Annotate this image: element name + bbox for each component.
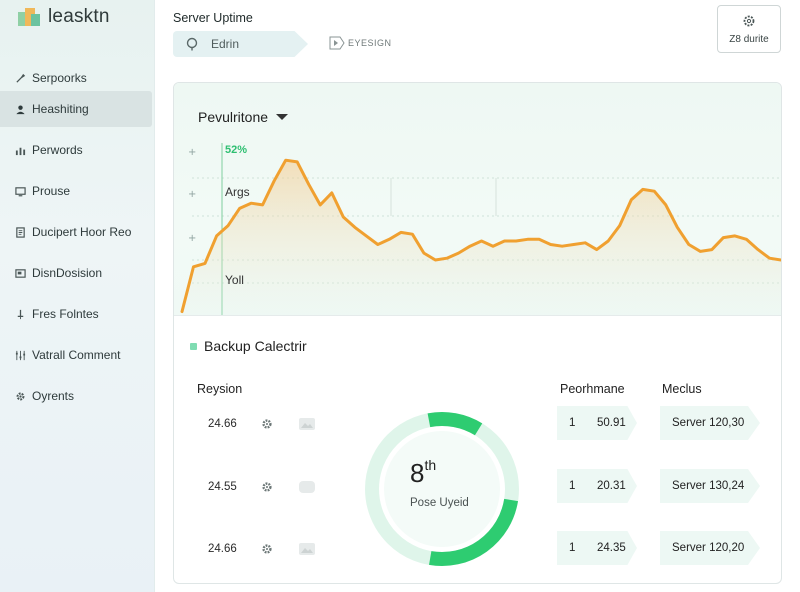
settings-sliders-icon bbox=[14, 349, 26, 361]
sidebar-item-oyrents[interactable]: Oyrents bbox=[0, 378, 152, 414]
image-thumbnail-icon[interactable] bbox=[298, 417, 316, 431]
window-icon bbox=[14, 267, 26, 279]
server-value: Server 120,20 bbox=[672, 542, 745, 554]
sidebar-item-label: Heashiting bbox=[32, 102, 89, 116]
gauge-value: 8th bbox=[410, 457, 437, 488]
gauge-center bbox=[384, 431, 500, 547]
location-pin-icon bbox=[186, 37, 198, 51]
sidebar-item-disndosision[interactable]: DisnDosision bbox=[0, 255, 152, 291]
user-icon bbox=[14, 103, 26, 115]
perf-pill-row-2: 1 20.31 bbox=[557, 469, 637, 503]
top-button-label: Z8 durite bbox=[729, 33, 769, 45]
chart-axis-marker: + bbox=[188, 233, 196, 244]
column-header-peorhmane: Peorhmane bbox=[560, 382, 625, 396]
row-1-value: 24.66 bbox=[208, 418, 237, 430]
sidebar-item-label: DisnDosision bbox=[32, 266, 103, 280]
tab-design[interactable]: EYESIGN bbox=[328, 35, 392, 51]
tab-edit-label: Edrin bbox=[211, 37, 240, 51]
chart-label-args: Args bbox=[225, 185, 250, 199]
image-thumbnail-icon[interactable] bbox=[298, 542, 316, 556]
chart-percent-label: 52% bbox=[225, 144, 248, 156]
sidebar: leasktn Serpoorks Heashiting Perwords Pr… bbox=[0, 0, 155, 592]
pin-icon bbox=[14, 308, 26, 320]
tab-design-label: EYESIGN bbox=[348, 38, 392, 48]
sidebar-item-label: Oyrents bbox=[32, 389, 75, 403]
chart-series-line bbox=[180, 158, 781, 314]
row-2-value: 24.55 bbox=[208, 481, 237, 493]
logo-icon bbox=[18, 6, 40, 28]
gear-icon[interactable] bbox=[261, 481, 273, 493]
perf-pill-row-3: 1 24.35 bbox=[557, 531, 637, 565]
gear-icon[interactable] bbox=[261, 418, 273, 430]
monitor-icon bbox=[14, 185, 26, 197]
server-pill-row-3[interactable]: Server 120,20 bbox=[660, 531, 760, 565]
gauge-fill-top bbox=[427, 411, 483, 436]
perf-b-value: 20.31 bbox=[597, 480, 626, 492]
server-pill-row-2[interactable]: Server 130,24 bbox=[660, 469, 760, 503]
top-right-button[interactable]: Z8 durite bbox=[717, 5, 781, 53]
gauge-ring bbox=[365, 411, 519, 566]
sidebar-item-perwords[interactable]: Perwords bbox=[0, 132, 152, 168]
sidebar-item-label: Serpoorks bbox=[32, 71, 87, 85]
sidebar-item-serpoorks[interactable]: Serpoorks bbox=[0, 60, 152, 96]
section-marker-icon bbox=[190, 342, 197, 350]
perf-a-value: 1 bbox=[569, 542, 576, 554]
app-logo[interactable]: leasktn bbox=[18, 6, 110, 28]
backup-section-title: Backup Calectrir bbox=[190, 338, 307, 354]
chart-canvas: + + + bbox=[180, 143, 781, 315]
chart-icon bbox=[14, 144, 26, 156]
sidebar-item-prouse[interactable]: Prouse bbox=[0, 173, 152, 209]
perf-b-value: 24.35 bbox=[597, 542, 626, 554]
chart-label-yoll: Yoll bbox=[225, 273, 244, 287]
chevron-down-icon bbox=[276, 114, 289, 120]
main-card: + + + Pevulritone 52% Args Yoll Backup Cal… bbox=[173, 82, 782, 584]
chart-area-fill bbox=[182, 160, 781, 315]
gauge-label: Pose Uyeid bbox=[410, 497, 469, 509]
chart-axis-marker: + bbox=[188, 147, 196, 158]
settings-icon bbox=[743, 15, 755, 26]
server-value: Server 120,30 bbox=[672, 417, 745, 429]
section-divider bbox=[174, 315, 781, 316]
page-title: Server Uptime bbox=[173, 11, 253, 25]
perf-a-value: 1 bbox=[569, 417, 576, 429]
sidebar-item-ducipert-hoor-reo[interactable]: Ducipert Hoor Reo bbox=[0, 214, 152, 250]
server-pill-row-1[interactable]: Server 120,30 bbox=[660, 406, 760, 440]
play-tag-icon bbox=[329, 36, 345, 50]
server-value: Server 130,24 bbox=[672, 480, 745, 492]
perf-a-value: 1 bbox=[569, 480, 576, 492]
document-icon bbox=[14, 226, 26, 238]
gear-icon[interactable] bbox=[261, 543, 273, 555]
chart-title: Pevulritone bbox=[198, 109, 269, 125]
uptime-chart: + + + Pevulritone 52% Args Yoll bbox=[174, 83, 781, 315]
gauge-fill-right bbox=[429, 498, 519, 566]
sidebar-item-fres-folntes[interactable]: Fres Folntes bbox=[0, 296, 152, 332]
perf-b-value: 50.91 bbox=[597, 417, 626, 429]
sidebar-item-label: Perwords bbox=[32, 143, 83, 157]
sidebar-item-vatrall-comment[interactable]: Vatrall Comment bbox=[0, 337, 152, 373]
chart-title-dropdown[interactable]: Pevulritone bbox=[198, 109, 289, 125]
sidebar-item-label: Ducipert Hoor Reo bbox=[32, 225, 132, 239]
column-header-reysion: Reysion bbox=[197, 382, 243, 396]
sidebar-item-heashiting[interactable]: Heashiting bbox=[0, 91, 152, 127]
app-name: leasktn bbox=[48, 6, 110, 27]
column-header-meclus: Meclus bbox=[662, 382, 702, 396]
gear-icon bbox=[14, 390, 26, 402]
tab-edit[interactable]: Edrin bbox=[173, 31, 308, 57]
wrench-icon bbox=[14, 72, 26, 84]
sidebar-item-label: Vatrall Comment bbox=[32, 348, 121, 362]
backup-title: Backup Calectrir bbox=[204, 338, 307, 354]
chart-axis-marker: + bbox=[188, 189, 196, 200]
image-thumbnail-icon[interactable] bbox=[298, 480, 316, 494]
row-3-value: 24.66 bbox=[208, 543, 237, 555]
sidebar-item-label: Prouse bbox=[32, 184, 71, 198]
perf-pill-row-1: 1 50.91 bbox=[557, 406, 637, 440]
sidebar-item-label: Fres Folntes bbox=[32, 307, 99, 321]
